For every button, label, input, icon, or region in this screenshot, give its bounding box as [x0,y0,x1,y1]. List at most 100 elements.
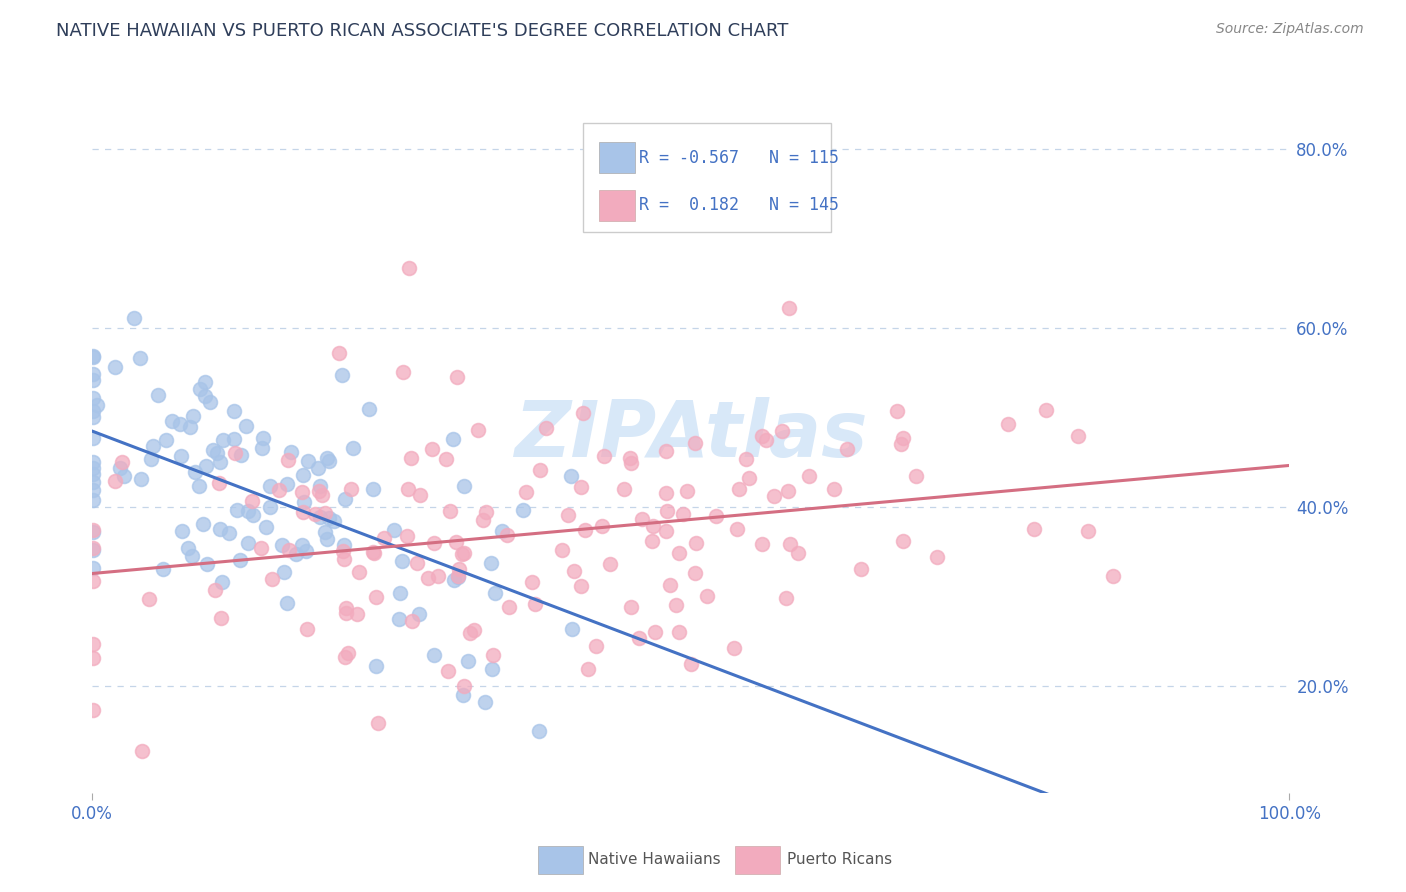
Text: Puerto Ricans: Puerto Ricans [787,853,893,867]
Point [82,467,104,482]
Point [82,391,104,405]
Point [218,526,240,541]
Point [704,509,727,524]
Point [1024,522,1046,536]
Point [195,458,218,473]
Point [357,402,380,417]
Point [240,494,263,508]
Point [335,600,357,615]
Point [259,500,281,515]
Point [655,444,678,458]
Point [891,533,914,548]
Point [82,460,104,475]
Point [138,592,160,607]
Point [259,478,281,492]
Point [229,553,252,567]
Point [82,349,104,363]
Point [269,483,291,497]
Point [128,351,150,365]
Point [457,654,479,668]
Point [572,406,595,420]
Point [207,475,229,490]
Point [561,622,583,636]
Point [498,599,520,614]
Point [481,648,503,662]
Point [681,657,703,672]
Point [1102,569,1125,583]
Point [665,599,688,613]
Point [361,545,384,559]
Point [475,505,498,519]
Point [82,561,104,575]
Point [668,624,690,639]
Point [467,423,489,437]
Point [434,452,457,467]
Point [658,578,681,592]
Point [427,569,450,583]
Point [696,589,718,603]
Point [179,419,201,434]
Point [209,522,232,536]
Point [685,566,707,581]
Point [399,450,422,465]
Text: ZIPAtlas: ZIPAtlas [515,397,868,474]
Point [447,569,470,583]
Point [366,659,388,673]
Point [536,421,558,435]
Point [124,310,146,325]
Point [655,504,678,518]
Point [453,679,475,693]
Point [630,512,652,526]
Point [562,564,585,578]
Point [458,625,481,640]
Point [292,495,315,509]
Point [252,441,274,455]
Text: R =  0.182   N = 145: R = 0.182 N = 145 [638,196,839,214]
Point [349,565,371,579]
Point [388,586,411,600]
Point [382,523,405,537]
Point [155,433,177,447]
Point [599,557,621,571]
Point [104,360,127,375]
Point [86,398,108,412]
Point [330,368,353,382]
Point [401,615,423,629]
Point [396,528,419,542]
Point [449,562,471,576]
Point [181,549,204,563]
Point [339,482,361,496]
Point [491,524,513,538]
Point [593,449,616,463]
Point [391,554,413,568]
Point [82,523,104,537]
Point [676,484,699,499]
Point [82,351,104,365]
Point [309,510,332,524]
Point [249,541,271,556]
Point [304,507,326,521]
Point [82,483,104,497]
Point [195,557,218,571]
Point [152,562,174,576]
Point [997,417,1019,432]
Point [193,516,215,531]
Point [290,484,312,499]
Point [333,538,356,552]
Point [209,610,232,624]
Point [235,419,257,434]
Point [276,596,298,610]
Point [591,519,613,533]
Point [904,469,927,483]
Point [1067,429,1090,443]
Point [333,552,356,566]
Text: NATIVE HAWAIIAN VS PUERTO RICAN ASSOCIATE'S DEGREE CORRELATION CHART: NATIVE HAWAIIAN VS PUERTO RICAN ASSOCIAT… [56,22,789,40]
Point [108,461,131,475]
Point [308,483,330,498]
Point [82,404,104,418]
Point [335,606,357,620]
Point [420,442,443,456]
Point [551,543,574,558]
Point [181,409,204,423]
Point [392,365,415,379]
